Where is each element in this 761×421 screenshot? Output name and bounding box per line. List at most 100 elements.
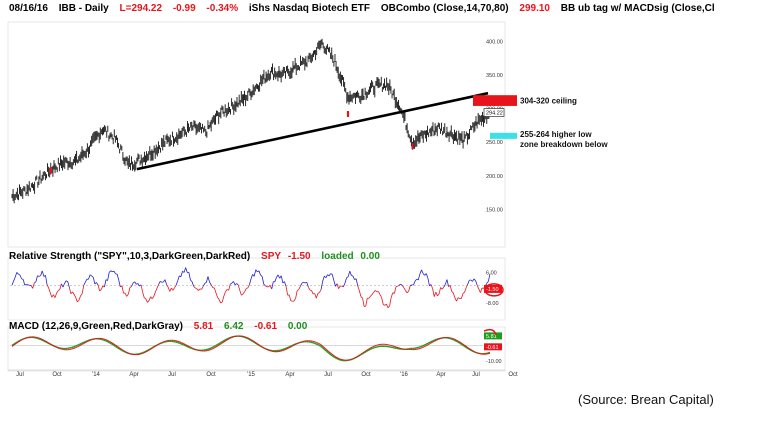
price-red-marker bbox=[50, 167, 52, 173]
macd-line-segment bbox=[102, 339, 104, 340]
rs-line-segment bbox=[198, 289, 200, 291]
rs-line-segment bbox=[428, 278, 430, 286]
rs-line-segment bbox=[347, 277, 349, 278]
x-tick-label: Jul bbox=[324, 372, 332, 378]
rs-line-segment bbox=[125, 293, 127, 296]
rs-line-segment bbox=[73, 292, 75, 295]
rs-line-segment bbox=[23, 279, 25, 285]
macd-signal-segment bbox=[92, 339, 94, 340]
macd-signal-segment bbox=[396, 347, 398, 348]
macd-signal-segment bbox=[351, 359, 353, 360]
rs-line-segment bbox=[109, 271, 111, 273]
rs-line-segment bbox=[453, 293, 455, 298]
macd-signal-segment bbox=[36, 337, 38, 338]
macd-line-segment bbox=[281, 349, 283, 350]
header-name: iShs Nasdaq Biotech ETF bbox=[249, 3, 370, 14]
macd-line-segment bbox=[76, 345, 78, 346]
rs-line-segment bbox=[42, 271, 44, 277]
macd-line-segment bbox=[317, 344, 319, 345]
macd-v3: -0.61 bbox=[254, 321, 277, 332]
x-tick-label: '16 bbox=[400, 372, 408, 378]
macd-line-segment bbox=[207, 349, 209, 350]
rs-line-segment bbox=[378, 292, 380, 295]
macd-line-segment bbox=[70, 347, 72, 348]
rs-line-segment bbox=[218, 297, 220, 299]
rs-line-segment bbox=[149, 297, 151, 301]
source-caption: (Source: Brean Capital) bbox=[578, 392, 714, 407]
price-y-tick-label: 150.00 bbox=[486, 207, 503, 213]
macd-signal-segment bbox=[233, 336, 235, 337]
macd-signal-segment bbox=[422, 347, 424, 348]
rs-line-segment bbox=[359, 291, 361, 297]
rs-line-segment bbox=[366, 298, 368, 306]
macd-line-segment bbox=[311, 342, 313, 343]
macd-title-row: MACD (12,26,9,Green,Red,DarkGray) 5.81 6… bbox=[9, 321, 315, 332]
rs-line-segment bbox=[468, 280, 470, 284]
rs-line-segment bbox=[144, 298, 146, 299]
rs-line-segment bbox=[251, 274, 253, 278]
rs-line-segment bbox=[332, 274, 334, 280]
rs-line-segment bbox=[60, 284, 62, 290]
rs-line-segment bbox=[189, 272, 191, 280]
rs-line-segment bbox=[452, 292, 454, 293]
rs-line-segment bbox=[371, 294, 373, 296]
rs-line-segment bbox=[245, 289, 247, 292]
macd-signal-segment bbox=[319, 343, 321, 344]
x-tick-label: Oct bbox=[52, 372, 62, 378]
rs-line-segment bbox=[386, 304, 388, 308]
rs-line-segment bbox=[281, 276, 283, 283]
macd-line-segment bbox=[374, 347, 376, 348]
rs-line-segment bbox=[364, 306, 366, 307]
macd-signal-segment bbox=[177, 341, 179, 342]
macd-line-segment bbox=[106, 341, 108, 342]
macd-line-segment bbox=[426, 343, 428, 344]
price-red-marker bbox=[411, 143, 413, 149]
rs-line-segment bbox=[407, 291, 409, 293]
rs-spy-value: -1.50 bbox=[288, 251, 311, 262]
rs-line-segment bbox=[20, 275, 22, 279]
rs-line-segment bbox=[256, 270, 258, 272]
macd-signal-segment bbox=[488, 353, 490, 354]
macd-signal-segment bbox=[74, 348, 76, 349]
rs-line-segment bbox=[350, 271, 352, 275]
rs-line-segment bbox=[136, 284, 138, 285]
rs-line-segment bbox=[442, 287, 444, 289]
macd-signal-segment bbox=[394, 346, 396, 347]
rs-line-segment bbox=[315, 294, 317, 299]
rs-line-segment bbox=[463, 292, 465, 293]
macd-signal-segment bbox=[390, 345, 392, 346]
rs-line-segment bbox=[143, 292, 145, 298]
macd-title: MACD (12,26,9,Green,Red,DarkGray) bbox=[9, 321, 183, 332]
rs-line-segment bbox=[210, 282, 212, 284]
header-symbol: IBB - Daily bbox=[59, 3, 109, 14]
rs-line-segment bbox=[320, 289, 322, 292]
rs-line-segment bbox=[41, 271, 43, 276]
rs-line-segment bbox=[275, 277, 277, 281]
rs-line-segment bbox=[100, 290, 102, 291]
rs-line-segment bbox=[240, 291, 242, 296]
x-tick-label: Jul bbox=[472, 372, 480, 378]
macd-signal-segment bbox=[58, 348, 60, 349]
header-indicator2: BB ub tag w/ MACDsig (Close,Cl bbox=[561, 3, 715, 14]
rs-line-segment bbox=[49, 288, 51, 293]
rs-line-segment bbox=[375, 290, 377, 291]
macd-line-segment bbox=[215, 345, 217, 346]
rs-line-segment bbox=[104, 280, 106, 287]
rs-line-segment bbox=[420, 270, 422, 274]
rs-line-segment bbox=[154, 292, 156, 296]
support-zone-box bbox=[490, 133, 517, 139]
rs-line-segment bbox=[18, 274, 20, 275]
macd-line-segment bbox=[424, 344, 426, 345]
macd-signal-segment bbox=[139, 354, 141, 355]
macd-signal-segment bbox=[315, 342, 317, 343]
rs-line-segment bbox=[380, 295, 382, 298]
rs-line-segment bbox=[194, 286, 196, 288]
rs-y-tick-label: 6.00 bbox=[486, 271, 497, 277]
rs-line-segment bbox=[76, 297, 78, 301]
rs-line-segment bbox=[93, 277, 95, 284]
rs-line-segment bbox=[406, 291, 408, 293]
rs-line-segment bbox=[302, 282, 304, 283]
rs-line-segment bbox=[261, 275, 263, 276]
x-tick-label: '14 bbox=[92, 372, 100, 378]
